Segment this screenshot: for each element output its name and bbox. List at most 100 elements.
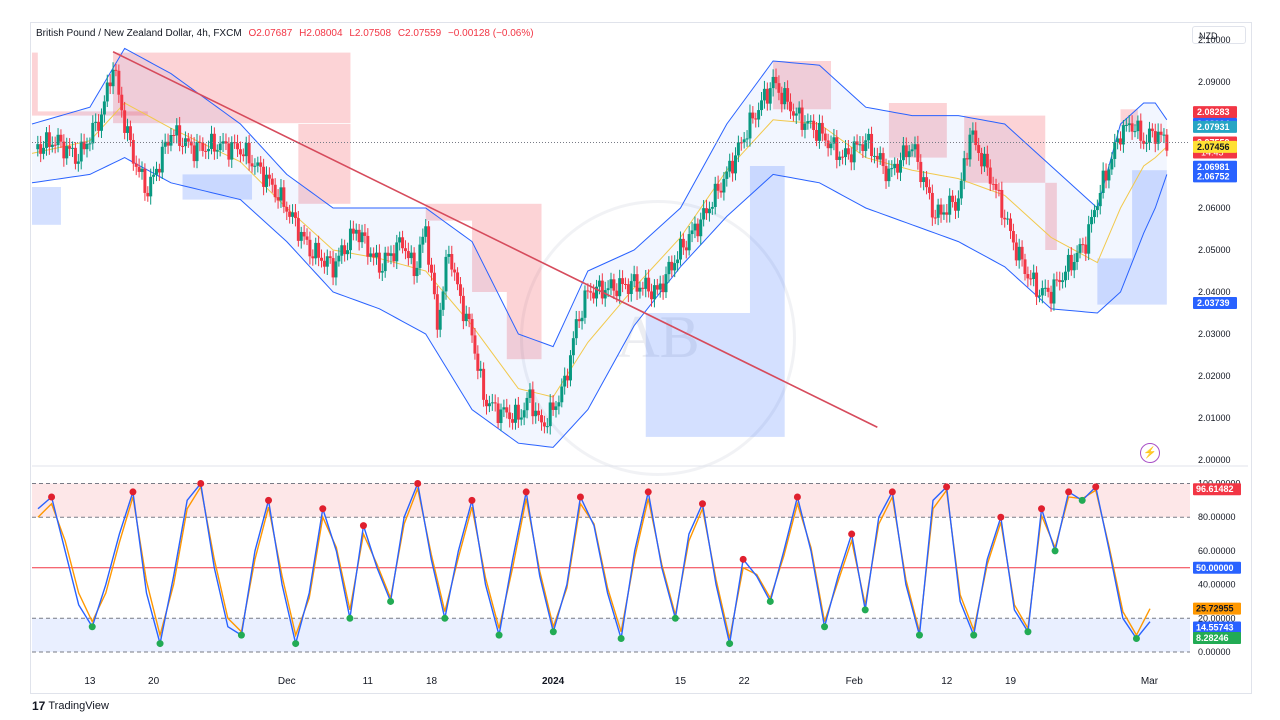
candle-body [285,206,289,212]
candle-body [53,144,57,146]
candle-body [1003,217,1007,220]
candle-body [470,319,474,336]
candle-body [1026,274,1030,279]
stoch-cross-up-dot [88,623,96,631]
candle-body [676,259,680,264]
price-label-text: 2.06981 [1197,162,1230,172]
candle-body [647,277,651,292]
candle-body [485,399,489,407]
candle-body [910,149,914,152]
candle-body [343,245,347,255]
candle-body [189,141,193,146]
candle-body [114,69,118,71]
candle-body [262,166,266,187]
stoch-label-0: 96.61482 [1193,483,1241,496]
candle-body [997,189,1001,191]
candle-body [322,260,326,267]
candle-body [82,141,86,150]
candle-body [942,212,946,215]
candle-body [702,208,706,220]
candle-body [1121,125,1125,145]
candle-body [276,197,280,201]
candle-body [192,145,196,162]
oversold-zone [32,618,1190,652]
candle-body [919,161,923,183]
stoch-label-box [1193,561,1241,574]
stoch-cross-down-dot [644,488,652,496]
candle-body [137,166,141,172]
brand-label: TradingView [48,700,109,712]
candle-body [73,147,77,164]
stoch-label-text: 8.28246 [1196,633,1229,643]
candle-body [881,153,885,167]
candle-body [461,295,465,322]
lightning-icon[interactable]: ⚡ [1140,443,1160,463]
supply-zone-1 [37,111,148,116]
candle-body [1127,123,1131,125]
time-tick-label: 20 [148,676,160,687]
candle-body [256,162,260,166]
candle-body [253,165,257,167]
candle-body [438,309,442,330]
candle-body [270,178,274,185]
candle-body [97,121,101,131]
price-label-0: 2.08283 [1193,106,1237,119]
candle-body [212,133,216,152]
candle-body [198,141,202,143]
stoch-cross-up-dot [726,640,734,648]
candle-body [794,113,798,116]
time-tick-label: 18 [426,676,438,687]
candle-body [542,422,546,427]
candle-body [954,201,958,211]
candle-body [890,168,894,170]
stoch-cross-down-dot [848,530,856,538]
stoch-label-box [1193,483,1241,496]
candle-body [841,156,845,158]
price-tick-label: 2.02000 [1198,371,1231,381]
stoch-cross-down-dot [888,488,896,496]
stoch-cross-up-dot [441,614,449,622]
candle-body [774,76,778,84]
candle-body [1052,279,1056,304]
stoch-cross-down-dot [522,488,530,496]
candle-body [88,143,92,145]
candle-body [360,232,364,243]
candle-body [652,285,656,300]
stoch-cross-down-dot [997,513,1005,521]
candle-body [988,167,992,184]
candle-body [427,226,431,265]
candle-body [638,287,642,292]
candle-body [812,120,816,130]
candle-body [977,145,981,153]
candle-body [467,313,471,320]
candle-body [1116,138,1120,143]
candle-body [670,261,674,271]
price-label-box [1193,140,1237,153]
stoch-cross-up-dot [549,628,557,636]
candle-body [583,290,587,318]
candle-body [1006,218,1010,220]
candle-body [956,198,960,211]
candle-body [65,146,69,159]
candle-body [644,277,648,289]
candle-body [1066,254,1070,272]
candle-body [1156,131,1160,144]
candle-body [1145,142,1149,144]
currency-badge[interactable]: NZD [1192,26,1246,44]
symbol-title[interactable]: British Pound / New Zealand Dollar, 4h, … [36,28,242,39]
demand-zone-16 [1097,258,1167,305]
stoch-tick-label: 20.00000 [1198,613,1236,623]
candle-body [971,130,975,135]
candle-body [1069,254,1073,271]
stoch-cross-down-dot [129,488,137,496]
candle-body [1037,295,1041,297]
price-label-box [1193,170,1237,183]
stoch-cross-down-dot [265,496,273,504]
candle-body [320,257,323,261]
stoch-cross-down-dot [468,496,476,504]
candle-body [806,121,810,124]
candle-body [166,141,170,146]
footer-brand[interactable]: 17 TradingView [32,699,109,713]
candle-body [357,229,361,243]
